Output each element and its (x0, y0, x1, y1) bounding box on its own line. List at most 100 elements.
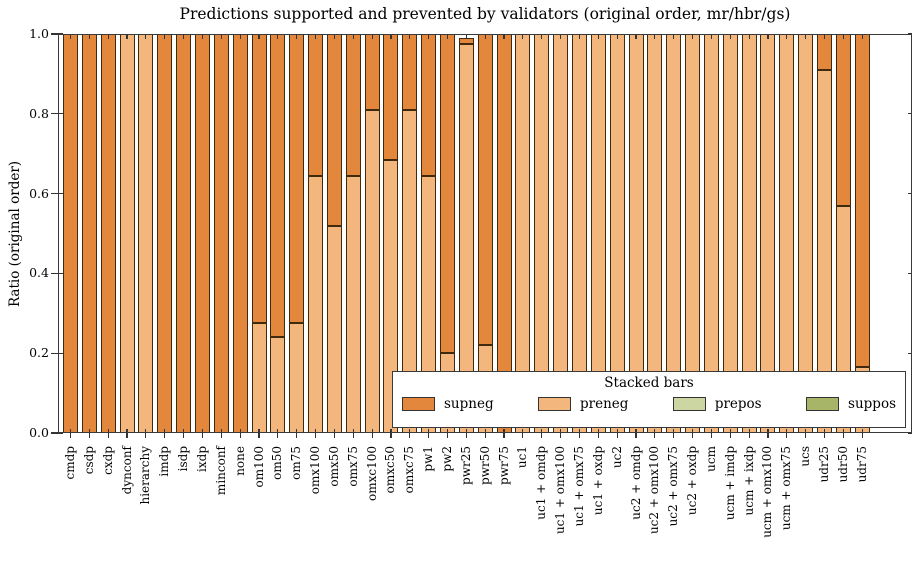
x-tick-label-text: omx50 (326, 446, 341, 487)
x-tick-outer (654, 433, 656, 438)
x-tick-inner-top (314, 34, 317, 39)
x-tick-label-text: none (232, 446, 247, 476)
x-tick-inner-bottom (748, 428, 750, 433)
x-tick-inner-top (503, 34, 505, 39)
x-tick-inner-bottom (352, 428, 354, 433)
x-tick-label-text: isdp (176, 446, 191, 472)
x-tick-inner-top (409, 34, 411, 39)
y-tick-inner-right (907, 272, 912, 274)
x-tick-outer (69, 433, 72, 438)
x-tick-label-text: om75 (289, 446, 304, 480)
x-tick-inner-top (446, 34, 449, 39)
x-tick-inner-top (277, 34, 279, 39)
bar-segment-preneg (289, 323, 305, 433)
x-tick-outer (522, 433, 524, 438)
x-tick-inner-bottom (635, 428, 637, 433)
x-tick-outer (484, 433, 486, 438)
x-tick-outer (861, 433, 863, 438)
legend-label-supneg: supneg (444, 396, 494, 412)
x-tick-label-text: uc1 + omdp (534, 446, 549, 520)
x-tick-outer (409, 433, 411, 438)
x-tick-inner-top (710, 34, 712, 39)
bar-segment-supneg (326, 34, 342, 226)
x-tick-inner-bottom (145, 428, 147, 433)
x-tick-label-text: pw1 (421, 446, 436, 472)
legend-entry-supneg: supneg (402, 396, 494, 412)
legend-label-suppos: suppos (848, 396, 896, 412)
x-tick-inner-bottom (597, 428, 599, 433)
x-tick-inner-bottom (390, 428, 392, 433)
bar-segment-supneg (232, 34, 248, 433)
x-tick-outer (465, 433, 467, 438)
legend-label-prepos: prepos (714, 396, 762, 412)
x-tick-inner-top (522, 34, 524, 39)
x-tick-label-text: uc2 + omx75 (666, 446, 681, 527)
bar-segment-preneg (270, 337, 286, 433)
x-tick-outer (729, 433, 731, 438)
x-tick-outer (597, 433, 599, 438)
y-tick-inner-left (58, 33, 63, 35)
x-tick-label-text: ucm + imdp (722, 446, 737, 521)
y-tick-label: 0.0 (29, 425, 49, 440)
x-tick-label-text: cmdp (63, 446, 77, 480)
x-tick-outer (767, 433, 769, 438)
x-tick-inner-bottom (861, 428, 863, 433)
x-tick-inner-top (88, 34, 90, 39)
x-tick-inner-bottom (616, 428, 618, 433)
x-tick-inner-bottom (428, 428, 430, 433)
bar-segment-supneg (213, 34, 229, 433)
bar-segment-supneg (63, 34, 78, 433)
legend-entry-suppos: suppos (806, 396, 896, 412)
x-tick-outer (673, 433, 675, 438)
x-tick-outer (296, 433, 298, 438)
x-tick-inner-bottom (333, 428, 335, 433)
x-tick-label-text: csdp (81, 446, 96, 475)
bar-segment-supneg (81, 34, 97, 433)
y-tick-inner-left (58, 193, 63, 195)
x-tick-label-text: ucm + ixdp (741, 446, 756, 516)
x-tick-outer (258, 433, 260, 438)
x-tick-inner-bottom (164, 428, 166, 433)
bar-segment-supneg (477, 34, 493, 346)
x-tick-inner-bottom (446, 428, 449, 433)
x-tick-inner-top (578, 34, 581, 39)
y-tick-inner-left (58, 272, 63, 274)
x-tick-outer (786, 433, 788, 438)
x-tick-inner-bottom (107, 428, 109, 433)
bar-segment-preneg (138, 34, 154, 433)
x-tick-label-text: imdp (157, 446, 172, 477)
bar-segment-supneg (100, 34, 116, 433)
x-tick-inner-bottom (239, 428, 241, 433)
y-tick-inner-left (58, 432, 63, 434)
x-tick-outer (277, 433, 279, 438)
x-tick-label-text: uc1 (515, 446, 530, 469)
x-tick-outer (691, 433, 694, 438)
x-tick-inner-bottom (465, 428, 467, 433)
legend-label-preneg: preneg (580, 396, 629, 412)
x-tick-label-text: ixdp (194, 446, 209, 472)
bar-segment-supneg (176, 34, 192, 433)
x-tick-inner-bottom (183, 428, 185, 433)
x-tick-inner-bottom (126, 428, 128, 433)
legend-swatch-preneg (538, 397, 571, 411)
x-tick-outer (578, 433, 581, 438)
x-tick-label-text: uc1 + omx100 (553, 446, 568, 535)
y-tick-inner-right (907, 33, 912, 35)
x-tick-inner-bottom (541, 428, 543, 433)
legend-swatch-prepos (672, 397, 706, 411)
x-tick-inner-bottom (277, 428, 279, 433)
x-tick-outer (541, 433, 543, 438)
bar-segment-supneg (194, 34, 210, 433)
bar-segment-supneg (308, 34, 324, 176)
x-tick-outer (560, 433, 562, 438)
bar-segment-supneg (157, 34, 173, 433)
y-tick-outer (51, 352, 58, 354)
x-tick-inner-top (767, 34, 769, 39)
x-tick-outer (126, 433, 128, 438)
bar-segment-supneg (817, 34, 832, 70)
x-tick-label-text: cxdp (100, 446, 115, 475)
x-tick-inner-top (842, 34, 844, 39)
x-tick-inner-bottom (484, 428, 486, 433)
x-tick-label-text: omxc50 (383, 446, 398, 494)
